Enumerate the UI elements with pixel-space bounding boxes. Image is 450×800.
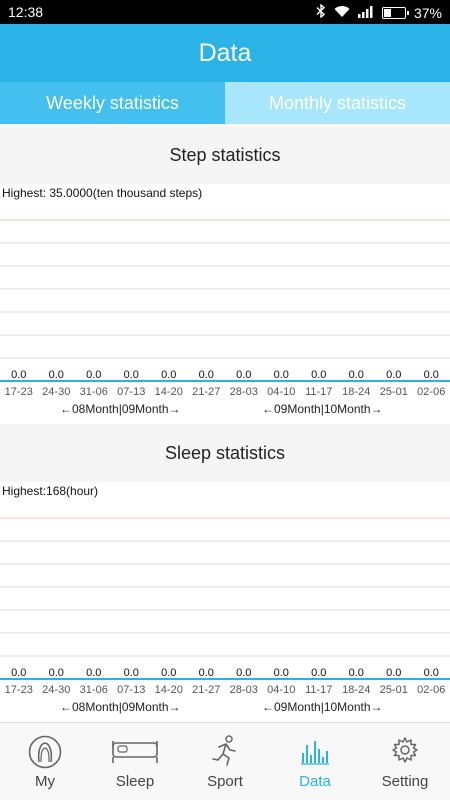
step-tick-label: 07-13 — [117, 386, 145, 398]
status-time: 12:38 — [8, 4, 44, 20]
step-tick-label: 18-24 — [342, 386, 370, 398]
sleep-section-title: Sleep statistics — [0, 424, 450, 482]
sleep-tick-label: 31-06 — [80, 684, 108, 696]
nav-setting[interactable]: Setting — [360, 723, 450, 800]
step-section-title: Step statistics — [0, 126, 450, 184]
sleep-value-label: 0.0 — [161, 667, 176, 679]
page-title: Data — [0, 24, 450, 82]
sleep-tick-label: 17-23 — [5, 684, 33, 696]
step-value-label: 0.0 — [199, 369, 214, 381]
battery-percent: 37% — [413, 4, 442, 21]
step-tick-label: 02-06 — [417, 386, 445, 398]
step-value-label: 0.0 — [161, 369, 176, 381]
step-chart: 0.0 17-23 0.0 24-30 0.0 31-06 0.0 07-13 0.0 14-20… — [0, 184, 450, 400]
sleep-value-label: 0.0 — [49, 667, 64, 679]
nav-setting-label: Setting — [381, 773, 429, 790]
sleep-tick-label: 14-20 — [155, 684, 183, 696]
step-value-label: 0.0 — [349, 369, 364, 381]
step-range-right[interactable]: ←09Month|10Month→ — [262, 402, 383, 416]
nav-sport-label: Sport — [207, 773, 243, 790]
step-tick-label: 31-06 — [80, 386, 108, 398]
nav-sport[interactable]: Sport — [180, 723, 270, 800]
step-tick-label: 25-01 — [380, 386, 408, 398]
step-tick-label: 04-10 — [267, 386, 295, 398]
sleep-tick-label: 07-13 — [117, 684, 145, 696]
nav-data[interactable]: Data — [270, 723, 360, 800]
sleep-value-label: 0.0 — [236, 667, 251, 679]
sleep-range-left[interactable]: ←08Month|09Month→ — [60, 700, 181, 714]
sleep-tick-label: 18-24 — [342, 684, 370, 696]
tab-monthly[interactable]: Monthly statistics — [225, 82, 450, 124]
bed-icon — [111, 735, 159, 770]
wifi-icon — [334, 5, 350, 21]
step-value-label: 0.0 — [274, 369, 289, 381]
step-value-label: 0.0 — [124, 369, 139, 381]
step-value-label: 0.0 — [424, 369, 439, 381]
step-tick-label: 21-27 — [192, 386, 220, 398]
sleep-tick-label: 25-01 — [380, 684, 408, 696]
step-value-label: 0.0 — [236, 369, 251, 381]
sleep-value-label: 0.0 — [124, 667, 139, 679]
sleep-tick-label: 11-17 — [305, 684, 332, 696]
sleep-value-label: 0.0 — [386, 667, 401, 679]
step-value-label: 0.0 — [11, 369, 26, 381]
step-value-label: 0.0 — [386, 369, 401, 381]
sleep-value-label: 0.0 — [311, 667, 326, 679]
status-bar: 12:38 37% — [0, 0, 450, 24]
sleep-value-label: 0.0 — [86, 667, 101, 679]
sleep-tick-label: 02-06 — [417, 684, 445, 696]
nav-data-label: Data — [299, 773, 331, 790]
status-icons: 37% — [316, 3, 442, 21]
sleep-highest-label: Highest:168(hour) — [2, 484, 99, 498]
sleep-tick-label: 28-03 — [230, 684, 258, 696]
sleep-range-right[interactable]: ←09Month|10Month→ — [262, 700, 383, 714]
nav-my-label: My — [35, 773, 55, 790]
bluetooth-icon — [316, 3, 326, 21]
step-tick-label: 28-03 — [230, 386, 258, 398]
sleep-value-label: 0.0 — [349, 667, 364, 679]
gear-icon — [390, 735, 420, 770]
step-value-label: 0.0 — [311, 369, 326, 381]
step-value-label: 0.0 — [49, 369, 64, 381]
sleep-value-label: 0.0 — [199, 667, 214, 679]
step-chart-svg: 0.0 17-23 0.0 24-30 0.0 31-06 0.0 07-13 0.0 14-20… — [0, 219, 450, 398]
sleep-tick-label: 04-10 — [267, 684, 295, 696]
running-icon — [211, 735, 239, 772]
step-tick-label: 24-30 — [42, 386, 70, 398]
sleep-tick-label: 24-30 — [42, 684, 70, 696]
step-range-left[interactable]: ←08Month|09Month→ — [60, 402, 181, 416]
sleep-range-row: ←08Month|09Month→ ←09Month|10Month→ — [0, 698, 450, 718]
tab-weekly[interactable]: Weekly statistics — [0, 82, 225, 124]
sleep-value-label: 0.0 — [274, 667, 289, 679]
stats-tabs: Weekly statistics Monthly statistics — [0, 82, 450, 124]
battery-icon — [381, 6, 409, 19]
sleep-chart-svg: 0.0 17-23 0.0 24-30 0.0 31-06 0.0 07-13 0.0 14-20… — [0, 517, 450, 696]
step-tick-label: 14-20 — [155, 386, 183, 398]
bottom-nav: My Sleep Sport Data Setting — [0, 722, 450, 800]
step-tick-label: 17-23 — [5, 386, 33, 398]
sleep-chart: 0.0 17-23 0.0 24-30 0.0 31-06 0.0 07-13 0.0 14-20… — [0, 482, 450, 698]
profile-icon — [28, 735, 62, 774]
bar-chart-icon — [300, 735, 330, 770]
step-value-label: 0.0 — [86, 369, 101, 381]
sleep-value-label: 0.0 — [424, 667, 439, 679]
signal-icon — [357, 5, 374, 21]
nav-sleep[interactable]: Sleep — [90, 723, 180, 800]
sleep-value-label: 0.0 — [11, 667, 26, 679]
sleep-tick-label: 21-27 — [192, 684, 220, 696]
nav-my[interactable]: My — [0, 723, 90, 800]
step-tick-label: 11-17 — [305, 386, 332, 398]
step-range-row: ←08Month|09Month→ ←09Month|10Month→ — [0, 400, 450, 420]
step-highest-label: Highest: 35.0000(ten thousand steps) — [2, 186, 203, 200]
nav-sleep-label: Sleep — [115, 773, 155, 790]
